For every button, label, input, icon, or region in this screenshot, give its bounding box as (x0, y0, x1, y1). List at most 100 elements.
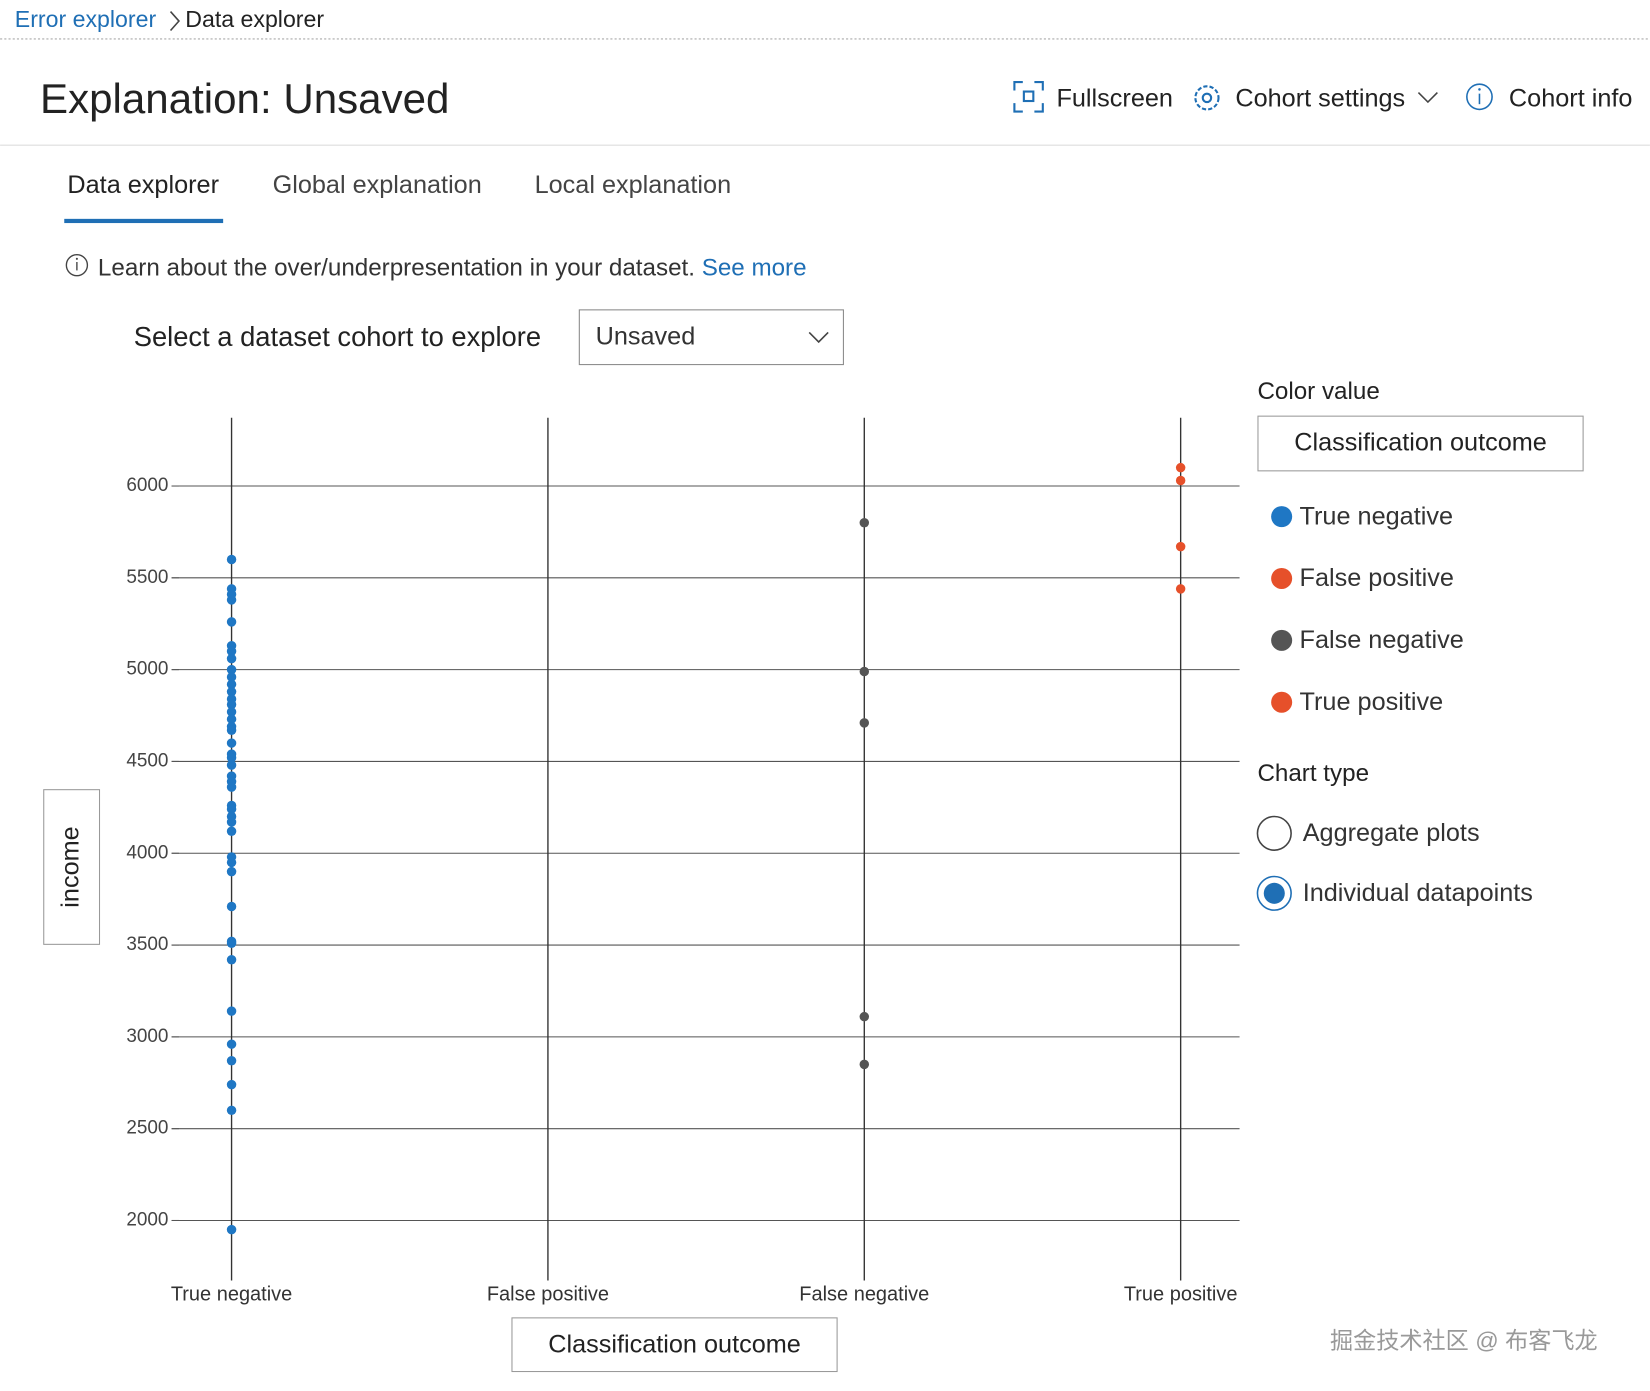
point (226, 760, 237, 770)
y-tick-label: 2500 (126, 1118, 168, 1139)
x-tick-label: True positive (1124, 1284, 1238, 1306)
watermark: 掘金技术社区 @ 布客飞龙 (1330, 1328, 1598, 1354)
point (1175, 584, 1186, 594)
point (226, 707, 237, 717)
point (226, 653, 237, 664)
point (226, 753, 237, 763)
y-tick-label: 5000 (126, 659, 168, 680)
y-tick-label: 5500 (126, 567, 168, 588)
tab[interactable]: Local explanation (535, 171, 732, 199)
y-tick-label: 3000 (126, 1026, 168, 1047)
y-tick-label: 2000 (126, 1209, 168, 1230)
y-tick-label: 4500 (126, 750, 168, 771)
point (226, 725, 237, 735)
point (226, 738, 237, 748)
point (226, 554, 237, 565)
info-icon[interactable] (1466, 83, 1493, 111)
tab-underline (64, 218, 224, 224)
page-title: Explanation: Unsaved (40, 75, 449, 122)
point (226, 857, 237, 868)
y-tick-label: 4000 (126, 842, 168, 863)
point (226, 901, 237, 912)
tab[interactable]: Global explanation (273, 171, 482, 199)
cohort-label: Select a dataset cohort to explore (134, 321, 541, 352)
point (226, 646, 237, 657)
cohort-dropdown[interactable] (578, 309, 844, 366)
fullscreen-button[interactable]: Fullscreen (1056, 85, 1172, 113)
y-tick-label: 6000 (126, 475, 168, 496)
point (1175, 462, 1186, 473)
radio-dot (1263, 882, 1285, 904)
x-tick-label: False negative (799, 1284, 929, 1306)
point (226, 1105, 237, 1116)
settings-icon[interactable] (1194, 85, 1220, 111)
cohort-settings-button[interactable]: Cohort settings (1235, 85, 1405, 113)
chevron-down (808, 331, 829, 344)
radio-label: Aggregate plots (1303, 819, 1480, 847)
point (226, 1039, 237, 1049)
x-tick-label: True negative (171, 1284, 292, 1306)
x-axis-label: Classification outcome (548, 1330, 801, 1358)
legend-swatch (1271, 506, 1293, 528)
point (859, 666, 870, 677)
legend-swatch (1271, 691, 1293, 713)
legend-label: False positive (1300, 564, 1454, 592)
point (226, 595, 237, 605)
legend-swatch (1271, 567, 1293, 590)
x-axis-button[interactable] (511, 1317, 838, 1373)
point (1175, 541, 1186, 552)
point (226, 1079, 237, 1090)
point (226, 938, 237, 948)
fullscreen-icon[interactable] (1013, 81, 1044, 113)
point (226, 679, 237, 690)
point (226, 664, 237, 675)
cohort-info-button[interactable]: Cohort info (1509, 85, 1633, 113)
point (226, 817, 237, 827)
point (226, 1224, 237, 1235)
point (859, 1011, 870, 1022)
y-tick-label: 3500 (126, 934, 168, 955)
point (226, 617, 237, 627)
breadcrumb-current: Data explorer (185, 6, 324, 32)
breadcrumb-link[interactable]: Error explorer (15, 6, 157, 32)
point (226, 1006, 237, 1016)
point (226, 866, 237, 877)
point (226, 699, 237, 710)
breadcrumb-chevron (169, 11, 181, 32)
point (226, 686, 237, 697)
notice-icon (65, 253, 89, 277)
cohort-value: Unsaved (596, 322, 696, 350)
notice-text: Learn about the over/underpresentation i… (98, 255, 807, 282)
point (226, 782, 237, 792)
legend-swatch (1271, 629, 1293, 651)
tab[interactable]: Data explorer (67, 171, 219, 199)
chart-type-label: Chart type (1257, 760, 1369, 787)
point (226, 955, 237, 965)
y-axis-button[interactable] (43, 789, 101, 945)
x-tick-label: False positive (487, 1284, 609, 1306)
point (1175, 475, 1186, 486)
point (226, 826, 237, 836)
point (226, 714, 237, 724)
notice: Learn about the over/underpresentation i… (98, 255, 695, 282)
legend-label: True negative (1300, 502, 1453, 530)
color-value-button[interactable] (1257, 415, 1584, 472)
point (859, 518, 870, 528)
radio[interactable] (1256, 815, 1292, 851)
point (859, 1059, 870, 1070)
point (226, 1055, 237, 1066)
color-value-label: Color value (1257, 378, 1379, 405)
legend-label: False negative (1300, 626, 1464, 654)
chevron-down (1417, 92, 1438, 104)
point (226, 672, 237, 682)
y-axis-label: income (56, 826, 84, 907)
legend-label: True positive (1300, 688, 1444, 716)
color-value-text: Classification outcome (1294, 429, 1547, 457)
point (226, 804, 237, 814)
see-more-link[interactable]: See more (702, 255, 807, 282)
point (859, 718, 870, 728)
radio-label: Individual datapoints (1303, 879, 1533, 907)
